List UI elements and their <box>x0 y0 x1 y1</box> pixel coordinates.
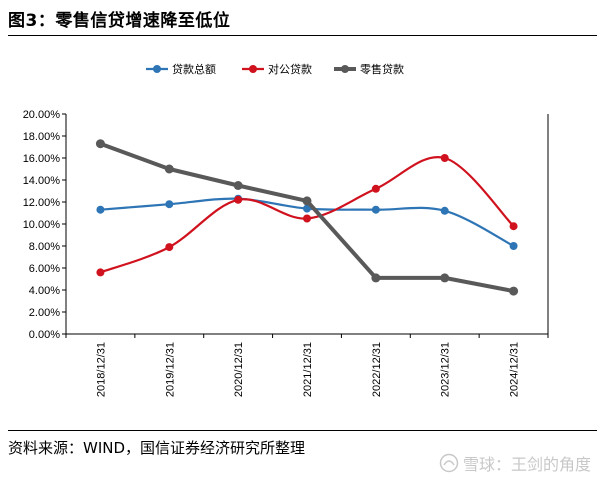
legend-item-3: 零售贷款 <box>334 62 404 76</box>
legend-item-2: 对公贷款 <box>242 62 312 76</box>
series-1-point <box>96 205 105 214</box>
x-axis: 2018/12/31 2019/12/31 2020/12/31 2021/12/31… <box>65 333 549 397</box>
y-tick-label: 20.00% <box>23 109 61 121</box>
series-3-point <box>233 181 243 190</box>
y-tick-label: 0.00% <box>29 329 60 341</box>
series-2-point <box>440 154 449 162</box>
x-tick-label: 2018/12/31 <box>95 342 107 397</box>
x-tick-label: 2022/12/31 <box>371 342 383 397</box>
x-tick-label: 2024/12/31 <box>509 342 521 397</box>
y-tick-label: 4.00% <box>29 285 60 297</box>
series-3-point <box>302 196 312 206</box>
legend-label: 对公贷款 <box>268 62 312 76</box>
series-3-point <box>371 273 381 283</box>
title-divider <box>8 35 597 36</box>
watermark: 雪球：王剑的角度 <box>439 451 591 475</box>
watermark-text: 雪球：王剑的角度 <box>462 455 591 474</box>
series-1-point <box>303 204 311 213</box>
source-divider <box>8 430 597 431</box>
figure-title: 图3：零售信贷增速降至低位 <box>8 11 231 31</box>
series-3-point <box>95 139 105 149</box>
series-3-point <box>509 286 519 296</box>
y-tick-label: 10.00% <box>23 219 61 231</box>
series-1-point <box>371 205 380 214</box>
series-2-point <box>371 184 380 193</box>
series-1-point <box>509 242 518 250</box>
x-tick-label: 2023/12/31 <box>440 342 452 397</box>
legend-marker <box>249 65 257 73</box>
y-tick-label: 6.00% <box>29 263 60 275</box>
x-tick-label: 2019/12/31 <box>164 342 176 397</box>
series-2-point <box>509 222 518 231</box>
series-1-point <box>165 200 174 209</box>
legend-item-1: 贷款总额 <box>146 62 216 76</box>
y-axis: 0.00% 2.00% 4.00% 6.00% 8.00% 10.00% 12.00% 14.… <box>23 109 67 341</box>
chart-legend: 贷款总额 对公贷款 零售贷款 <box>146 62 404 76</box>
y-tick-label: 14.00% <box>23 175 61 187</box>
series-3-point <box>440 273 450 283</box>
y-tick-label: 18.00% <box>23 131 61 143</box>
legend-label: 零售贷款 <box>360 62 404 76</box>
series-3-point <box>164 164 174 174</box>
x-tick-label: 2021/12/31 <box>302 342 314 397</box>
series-2-point <box>165 243 174 252</box>
y-tick-label: 2.00% <box>29 307 60 319</box>
y-tick-label: 8.00% <box>29 241 60 253</box>
source-note: 资料来源：WIND，国信证券经济研究所整理 <box>8 439 306 457</box>
snowball-logo-icon <box>439 453 459 473</box>
legend-marker <box>153 65 161 73</box>
x-tick-label: 2020/12/31 <box>233 342 245 397</box>
legend-marker <box>341 65 349 73</box>
plot-area <box>95 114 549 334</box>
y-tick-label: 12.00% <box>23 197 61 209</box>
line-chart: 贷款总额 对公贷款 零售贷款 0.00% 2.00% 4.00% 6.00% 8.00% 10… <box>23 62 549 397</box>
series-1-point <box>440 206 449 215</box>
legend-label: 贷款总额 <box>172 62 216 76</box>
y-tick-label: 16.00% <box>23 153 61 165</box>
series-2-point <box>234 195 243 204</box>
series-2-point <box>96 268 105 277</box>
series-2-point <box>303 214 311 223</box>
